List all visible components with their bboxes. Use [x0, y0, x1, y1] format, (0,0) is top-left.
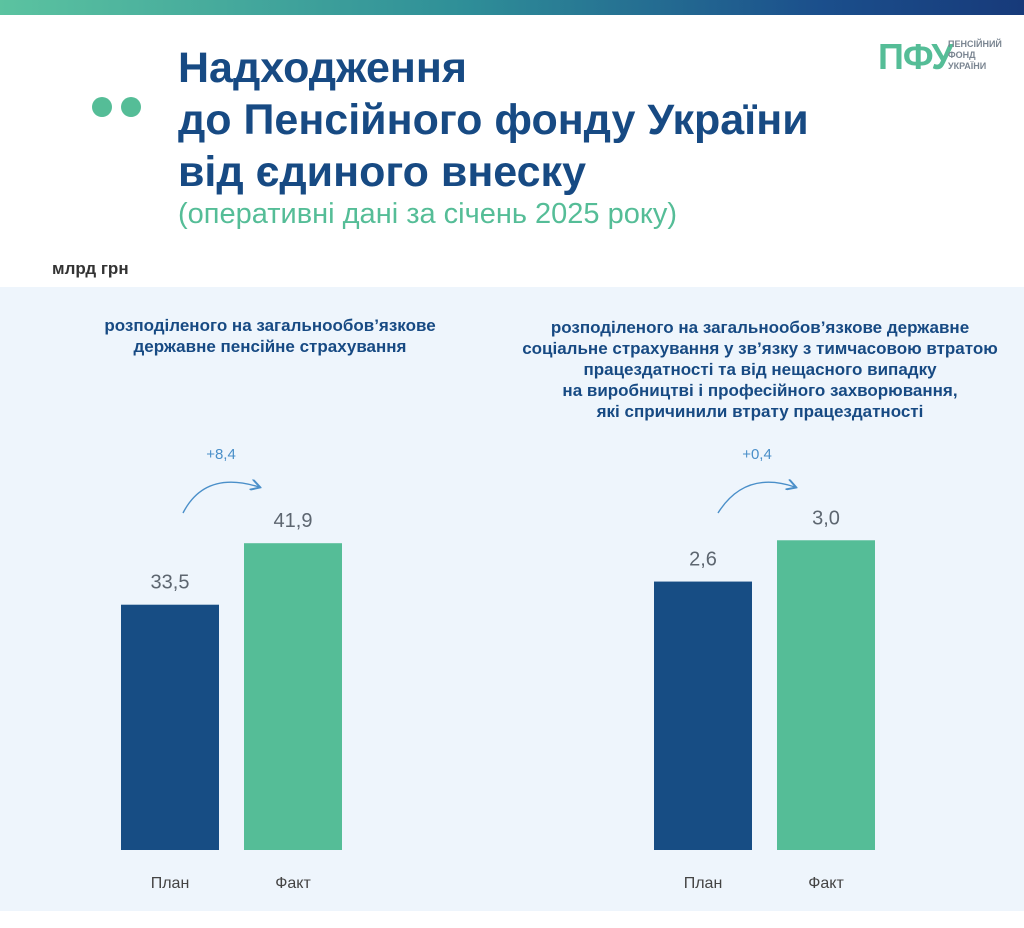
chart-2-category-label-2: Факт — [808, 875, 844, 892]
chart-1-title-line-1: розподіленого на загальнообов’язкове — [104, 316, 436, 335]
chart-1-value-label-1: 33,5 — [151, 572, 190, 594]
chart-1-title-line-2: державне пенсійне страхування — [133, 337, 407, 356]
chart-1-change-arrow — [182, 482, 259, 514]
title-line-2: до Пенсійного фонду України — [178, 96, 809, 144]
pfu-logo: ПФУ ПЕНСІЙНИЙ ФОНД УКРАЇНИ — [878, 36, 1002, 79]
top-gradient-bar — [0, 0, 1024, 15]
chart-2-change-arrow — [717, 482, 795, 514]
chart-2-category-label-1: План — [684, 875, 723, 892]
chart-2-bar-fact — [777, 540, 875, 850]
logo-text: ПЕНСІЙНИЙ ФОНД УКРАЇНИ — [948, 39, 1004, 72]
title-line-3: від єдиного внеску — [178, 148, 586, 196]
logo-text-line-3: УКРАЇНИ — [948, 61, 987, 71]
chart-2-title: розподіленого на загальнообов’язкове дер… — [505, 317, 1015, 422]
chart-2-title-line-1: розподіленого на загальнообов’язкове дер… — [550, 318, 970, 337]
chart-2-title-line-3: працездатності та від нещасного випадку — [583, 360, 937, 379]
chart-2-title-line-5: які спричинили втрату працездатності — [596, 402, 924, 421]
page-title: Надходження до Пенсійного фонду України … — [178, 42, 838, 198]
chart-1-change-label: +8,4 — [206, 446, 236, 463]
unit-label: млрд грн — [52, 259, 129, 278]
logo-mark: ПФУ — [878, 36, 954, 77]
chart-1-category-label-1: План — [151, 875, 190, 892]
chart-1-value-label-2: 41,9 — [274, 510, 313, 532]
logo-text-line-2: ФОНД — [948, 50, 976, 60]
chart-1-category-label-2: Факт — [275, 875, 311, 892]
chart-1-title: розподіленого на загальнообов’язкове дер… — [40, 315, 500, 357]
page-subtitle: (оперативні дані за січень 2025 року) — [178, 198, 678, 230]
dot-2 — [121, 97, 141, 117]
chart-2-bar-plan — [654, 581, 752, 850]
chart-2-value-label-2: 3,0 — [812, 507, 840, 529]
logo-text-line-1: ПЕНСІЙНИЙ — [948, 39, 1002, 49]
chart-1-bar-plan — [121, 604, 219, 850]
dot-1 — [92, 97, 112, 117]
chart-2-change-label: +0,4 — [742, 446, 772, 463]
chart-2-title-line-2: соціальне страхування у зв’язку з тимчас… — [522, 339, 998, 358]
title-line-1: Надходження — [178, 44, 467, 92]
chart-2-value-label-1: 2,6 — [689, 549, 717, 571]
chart-1-bar-fact — [244, 543, 342, 850]
chart-2-title-line-4: на виробництві і професійного захворюван… — [562, 381, 958, 400]
